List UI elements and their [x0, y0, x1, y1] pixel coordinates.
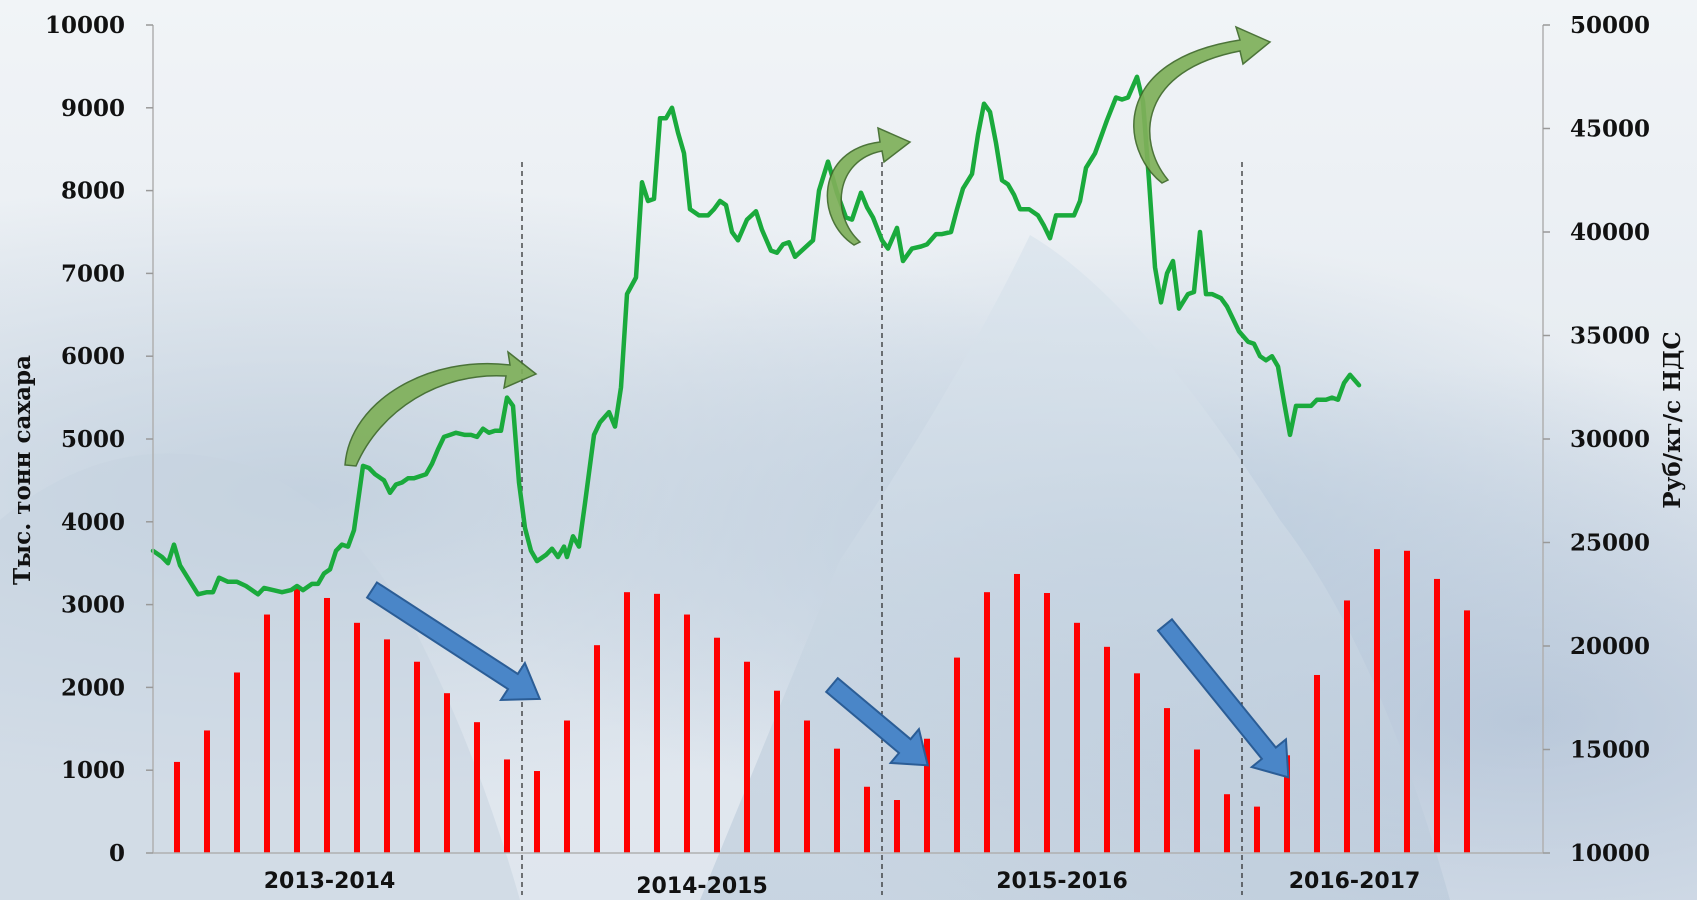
bar [324, 597, 330, 853]
bar [534, 771, 540, 853]
bar [414, 661, 420, 853]
left-tick-label: 4000 [61, 509, 125, 536]
bar [774, 690, 780, 853]
bar [1314, 674, 1320, 853]
bar [1104, 646, 1110, 853]
left-axis-title: Тыс. тонн сахара [9, 355, 36, 585]
bar [954, 657, 960, 853]
left-tick-label: 1000 [61, 757, 125, 784]
bar [594, 645, 600, 853]
left-tick-label: 3000 [61, 592, 125, 619]
bar [1134, 673, 1140, 853]
bar [1344, 600, 1350, 853]
bar [294, 588, 300, 853]
bar [264, 614, 270, 853]
blue-arrow-2 [824, 676, 930, 767]
right-axis-title: Руб/кг/с НДС [1659, 331, 1686, 508]
left-tick-label: 10000 [45, 12, 125, 39]
bar [1014, 573, 1020, 853]
bar [564, 720, 570, 853]
right-tick-label: 30000 [1570, 426, 1650, 453]
bar [384, 639, 390, 853]
green-arrow-1 [344, 350, 538, 467]
left-tick-label: 2000 [61, 674, 125, 701]
bar [744, 661, 750, 853]
bar [1374, 549, 1380, 853]
right-tick-label: 25000 [1570, 530, 1650, 557]
bar [924, 738, 930, 853]
price-line-series [150, 74, 1362, 597]
bar [864, 786, 870, 853]
left-tick-label: 0 [109, 840, 125, 867]
left-tick-label: 9000 [61, 95, 125, 122]
axes: 0 1000 2000 3000 4000 5000 6000 7000 8000 9000 100… [45, 12, 1650, 899]
bar [1194, 749, 1200, 853]
right-tick-label: 40000 [1570, 219, 1650, 246]
bar [894, 800, 900, 853]
bar [984, 592, 990, 853]
price-line [150, 74, 1362, 597]
bar [1464, 610, 1470, 853]
bar [624, 592, 630, 853]
bar-series [174, 549, 1470, 853]
right-tick-label: 15000 [1570, 737, 1650, 764]
left-tick-label: 6000 [61, 343, 125, 370]
bar [714, 637, 720, 853]
bar [654, 593, 660, 853]
bar [204, 730, 210, 853]
bar [1074, 622, 1080, 853]
bar [174, 761, 180, 853]
bar [1404, 550, 1410, 853]
right-tick-label: 45000 [1570, 116, 1650, 143]
blue-arrow-3 [1156, 617, 1290, 779]
bar [1434, 578, 1440, 853]
right-tick-label: 35000 [1570, 323, 1650, 350]
season-label: 2013-2014 [264, 869, 396, 894]
bar [474, 722, 480, 853]
bar [234, 672, 240, 853]
green-arrow-2 [826, 126, 912, 246]
bar [354, 622, 360, 853]
bar [1224, 794, 1230, 853]
left-tick-label: 5000 [61, 426, 125, 453]
bar [1164, 708, 1170, 853]
bar [1284, 755, 1290, 853]
left-tick-label: 7000 [61, 260, 125, 287]
annotation-arrows [344, 25, 1290, 779]
bar [1044, 593, 1050, 853]
right-tick-label: 20000 [1570, 633, 1650, 660]
green-arrow-3 [1133, 25, 1272, 184]
bar [804, 720, 810, 853]
bar [444, 693, 450, 853]
right-tick-label: 50000 [1570, 12, 1650, 39]
season-label: 2014-2015 [636, 874, 768, 899]
right-tick-label: 10000 [1570, 840, 1650, 867]
blue-arrow-1 [365, 581, 542, 701]
left-tick-label: 8000 [61, 178, 125, 205]
season-label: 2016-2017 [1289, 869, 1421, 894]
bar [834, 748, 840, 853]
season-label: 2015-2016 [996, 869, 1128, 894]
bar [504, 759, 510, 853]
bar [1254, 806, 1260, 853]
bar [684, 614, 690, 853]
